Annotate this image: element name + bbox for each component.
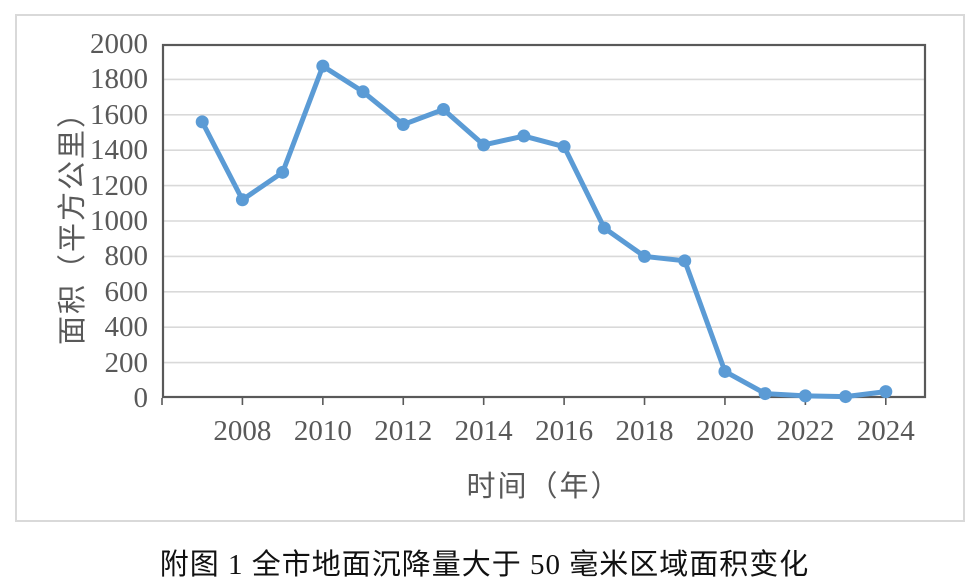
figure-caption: 附图 1 全市地面沉降量大于 50 毫米区域面积变化 — [159, 549, 810, 581]
data-point-2020 — [718, 364, 732, 378]
data-point-2017 — [597, 221, 611, 235]
y-tick-label: 200 — [104, 346, 149, 379]
data-point-2008 — [235, 193, 249, 207]
x-tick-label: 2008 — [213, 415, 272, 447]
y-axis-title: 面积（平方公里） — [57, 96, 89, 346]
data-point-2010 — [316, 59, 330, 73]
data-point-2013 — [436, 102, 450, 116]
data-point-2014 — [477, 138, 491, 152]
data-point-2011 — [356, 85, 370, 99]
y-tick-label: 1800 — [90, 63, 148, 96]
data-point-2015 — [517, 129, 531, 143]
x-tick-label: 2024 — [856, 415, 915, 447]
chart-frame: 0 200 400 600 800 1000 1200 1400 1600 1800 2000 20… — [15, 14, 965, 522]
series-line — [199, 63, 889, 400]
data-point-2024 — [879, 385, 893, 399]
data-point-2018 — [638, 249, 652, 263]
data-point-2019 — [678, 254, 692, 268]
x-tick-label: 2022 — [776, 415, 835, 447]
x-tick-label: 2016 — [535, 415, 594, 447]
plot-border — [161, 43, 927, 399]
data-point-2009 — [276, 165, 290, 179]
x-tick-label: 2018 — [615, 415, 674, 447]
data-point-2012 — [396, 118, 410, 132]
x-tick-label: 2014 — [454, 415, 513, 447]
data-point-2022 — [798, 389, 812, 403]
x-tick-label: 2010 — [293, 415, 352, 447]
data-point-2021 — [758, 387, 772, 401]
data-point-2016 — [557, 140, 571, 154]
x-tick-label: 2020 — [695, 415, 754, 447]
x-axis-title: 时间（年） — [466, 471, 622, 503]
x-tick-label: 2012 — [374, 415, 433, 447]
line-chart-plot — [161, 43, 927, 405]
data-point-2007 — [195, 115, 209, 129]
y-tick-label: 2000 — [90, 28, 148, 60]
data-point-2023 — [839, 390, 853, 404]
y-tick-label: 0 — [133, 382, 149, 414]
